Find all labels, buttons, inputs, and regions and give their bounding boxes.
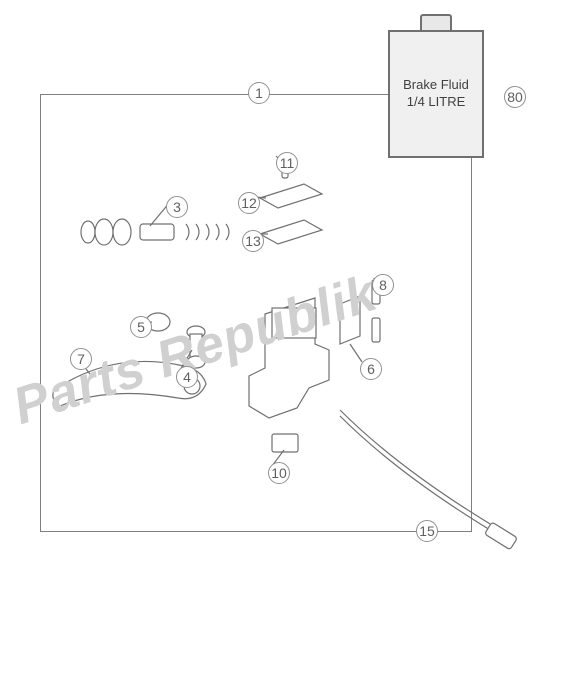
callout-12: 12 [238,192,260,214]
callout-num: 15 [416,520,438,542]
callout-num: 12 [238,192,260,214]
callout-3: 3 [166,196,188,218]
diagram-canvas: Brake Fluid 1/4 LITRE [0,0,576,689]
callout-7: 7 [70,348,92,370]
callout-5: 5 [130,316,152,338]
callout-11: 11 [276,152,298,174]
callout-num: 6 [360,358,382,380]
callout-num: 4 [176,366,198,388]
callout-4: 4 [176,366,198,388]
callout-10: 10 [268,462,290,484]
bottle-label-line1: Brake Fluid [403,77,469,94]
callout-num: 7 [70,348,92,370]
callout-num: 13 [242,230,264,252]
callout-num: 11 [276,152,298,174]
callout-num: 8 [372,274,394,296]
exploded-parts-sketch [40,94,560,594]
callout-15: 15 [416,520,438,542]
callout-num: 10 [268,462,290,484]
callout-num: 80 [504,86,526,108]
callout-8: 8 [372,274,394,296]
callout-num: 1 [248,82,270,104]
callout-13: 13 [242,230,264,252]
callout-num: 3 [166,196,188,218]
callout-num: 5 [130,316,152,338]
callout-6: 6 [360,358,382,380]
callout-1: 1 [248,82,270,104]
callout-80: 80 [504,86,526,108]
